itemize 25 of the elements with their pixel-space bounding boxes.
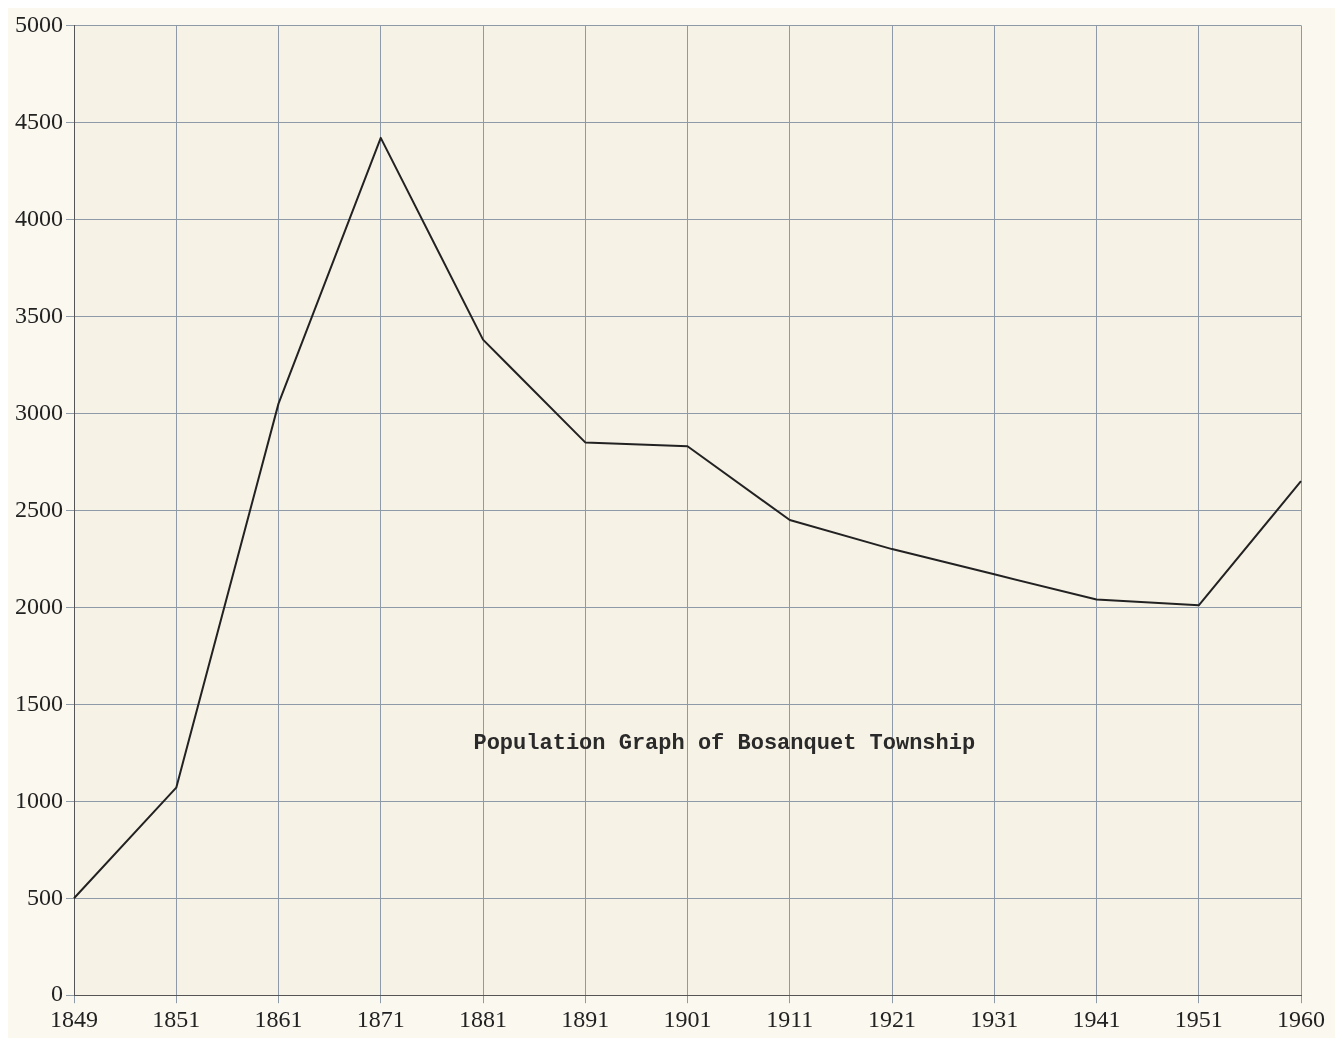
y-tick-label: 500	[27, 883, 63, 910]
x-tick-label: 1901	[663, 1005, 712, 1032]
y-tick-label: 1500	[15, 689, 63, 716]
x-tick-label: 1941	[1072, 1005, 1121, 1032]
x-tick-label: 1849	[50, 1005, 98, 1032]
x-tick-label: 1891	[561, 1005, 610, 1032]
x-tick-label: 1881	[459, 1005, 507, 1032]
x-tick-label: 1871	[356, 1005, 405, 1032]
x-tick-label: 1861	[254, 1005, 303, 1032]
y-tick-label: 3000	[15, 398, 63, 425]
y-tick-label: 1000	[15, 786, 63, 813]
text: Population Graph of Bosanquet Township	[473, 730, 976, 756]
y-tick-label: 2000	[15, 592, 63, 619]
x-tick-label: 1921	[868, 1005, 916, 1032]
y-tick-label: 4000	[15, 204, 63, 231]
x-tick-label: 1931	[970, 1005, 1019, 1032]
x-tick-label: 1911	[766, 1005, 814, 1032]
x-tick-label: 1960	[1277, 1005, 1325, 1032]
y-tick-label: 5000	[15, 10, 63, 37]
y-tick-label: 0	[51, 980, 63, 1007]
y-tick-label: 3500	[15, 301, 63, 328]
y-tick-label: 2500	[15, 495, 63, 522]
y-tick-label: 4500	[15, 107, 63, 134]
x-tick-label: 1851	[152, 1005, 201, 1032]
x-tick-label: 1951	[1174, 1005, 1223, 1032]
